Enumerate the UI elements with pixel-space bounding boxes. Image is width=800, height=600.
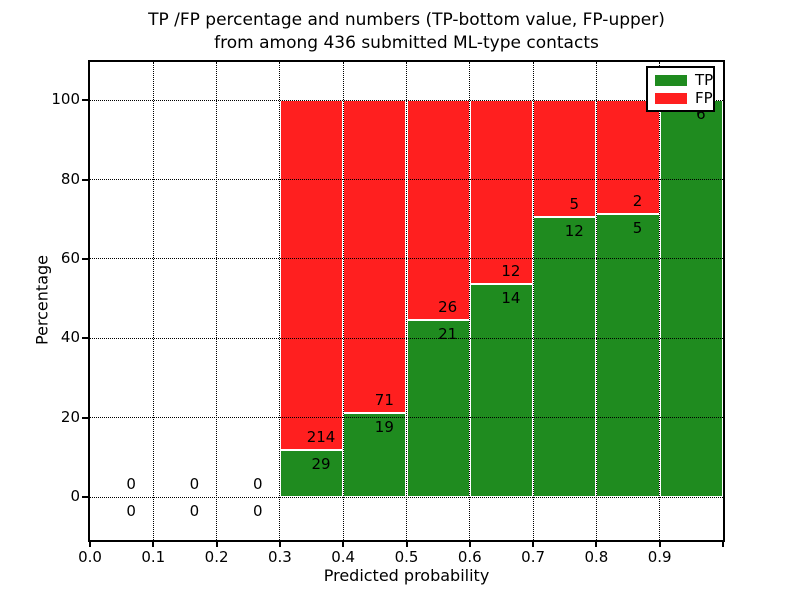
value-label-tp: 14 <box>501 288 521 307</box>
x-tick-label: 0.7 <box>521 548 546 566</box>
chart-title-line1: TP /FP percentage and numbers (TP-bottom… <box>148 10 665 30</box>
bar-segment-fp <box>279 100 344 450</box>
value-label-fp: 0 <box>252 475 263 494</box>
gridline-horizontal <box>90 496 723 498</box>
x-tick-mark <box>532 540 535 547</box>
y-tick-mark <box>82 496 88 499</box>
gridline-vertical <box>216 62 218 540</box>
x-tick-mark <box>342 540 345 547</box>
value-label-fp: 71 <box>374 391 394 410</box>
gridline-vertical <box>279 62 281 540</box>
value-label-fp: 214 <box>306 427 336 446</box>
value-label-tp: 12 <box>564 221 584 240</box>
x-tick-label: 0.5 <box>394 548 419 566</box>
value-label-tp: 29 <box>311 454 331 473</box>
value-label-tp: 21 <box>438 324 458 343</box>
value-label-tp: 6 <box>696 105 706 124</box>
x-tick-label: 0.4 <box>331 548 356 566</box>
value-label-tp: 0 <box>189 502 200 521</box>
x-tick-mark <box>405 540 408 547</box>
y-tick-label: 20 <box>60 407 80 426</box>
y-tick-label: 0 <box>70 487 80 506</box>
x-tick-mark <box>595 540 598 547</box>
gridline-vertical <box>532 62 534 540</box>
value-label-fp: 5 <box>569 194 579 213</box>
x-tick-label: 0.1 <box>141 548 166 566</box>
x-tick-label: 0.9 <box>647 548 672 566</box>
value-label-fp: 2 <box>632 191 643 210</box>
gridline-horizontal <box>90 417 723 419</box>
y-tick-mark <box>82 178 88 181</box>
bar-segment-tp <box>406 319 470 498</box>
gridline-horizontal <box>90 337 723 339</box>
bar-segment-tp <box>279 449 344 498</box>
bar-segment-fp <box>596 100 660 214</box>
x-tick-mark <box>658 540 661 547</box>
x-tick-label: 0.3 <box>267 548 292 566</box>
value-label-tp: 0 <box>126 502 136 521</box>
value-label-fp: 0 <box>189 475 200 494</box>
legend-fp-swatch-icon <box>655 93 687 104</box>
gridline-vertical <box>595 62 597 540</box>
y-tick-mark <box>82 337 88 340</box>
legend-item-fp: FP <box>655 91 713 106</box>
bar-segment-tp <box>596 213 660 498</box>
gridline-horizontal <box>90 179 723 180</box>
legend-tp-swatch-icon <box>655 75 687 86</box>
bar-segment-tp <box>343 413 407 498</box>
bar-segment-fp <box>406 100 470 320</box>
x-tick-mark <box>722 540 724 547</box>
legend-item-tp: TP <box>655 73 713 88</box>
gridline-vertical <box>152 62 154 540</box>
x-tick-label: 0.6 <box>457 548 482 566</box>
bar-segment-tp <box>533 216 597 498</box>
value-label-fp: 26 <box>438 297 458 316</box>
gridline-horizontal <box>90 258 723 260</box>
gridline-horizontal <box>90 99 723 101</box>
y-tick-mark <box>82 257 88 260</box>
x-axis-label: Predicted probability <box>323 566 490 585</box>
bar-segment-fp <box>469 100 534 284</box>
y-tick-label: 100 <box>51 90 80 109</box>
legend: TP FP <box>646 66 715 112</box>
value-label-tp: 19 <box>374 418 394 437</box>
x-tick-label: 0.0 <box>78 548 102 566</box>
y-tick-label: 60 <box>60 248 80 267</box>
x-tick-mark <box>278 540 281 547</box>
value-label-tp: 0 <box>252 502 263 521</box>
x-tick-label: 0.8 <box>584 548 609 566</box>
chart-title-line2: from among 436 submitted ML-type contact… <box>214 33 599 53</box>
gridline-vertical <box>469 62 471 540</box>
legend-tp-label: TP <box>695 71 714 89</box>
y-tick-mark <box>82 99 88 102</box>
y-tick-label: 80 <box>60 169 80 188</box>
plot-area: TP FP 0 0 0 0 0 0 214 29 71 19 26 21 12 14 5 12 2 5 0 6 0.0 0… <box>51 60 725 566</box>
bar-segment-fp <box>533 100 597 217</box>
x-tick-label: 0.2 <box>204 548 229 566</box>
value-label-fp: 0 <box>126 475 136 494</box>
x-tick-mark <box>152 540 155 547</box>
legend-fp-label: FP <box>695 89 713 107</box>
value-label-tp: 5 <box>632 218 643 237</box>
gridline-vertical <box>406 62 407 540</box>
bar-segment-fp <box>343 100 407 414</box>
y-tick-mark <box>82 416 88 419</box>
gridline-vertical <box>342 62 344 540</box>
bar-segment-tp <box>659 100 723 498</box>
x-tick-mark <box>89 540 91 547</box>
x-tick-mark <box>215 540 218 547</box>
bar-segment-tp <box>469 283 534 498</box>
gridline-vertical <box>659 62 661 540</box>
y-tick-label: 40 <box>60 328 80 347</box>
x-tick-mark <box>468 540 471 547</box>
value-label-fp: 12 <box>501 261 521 280</box>
